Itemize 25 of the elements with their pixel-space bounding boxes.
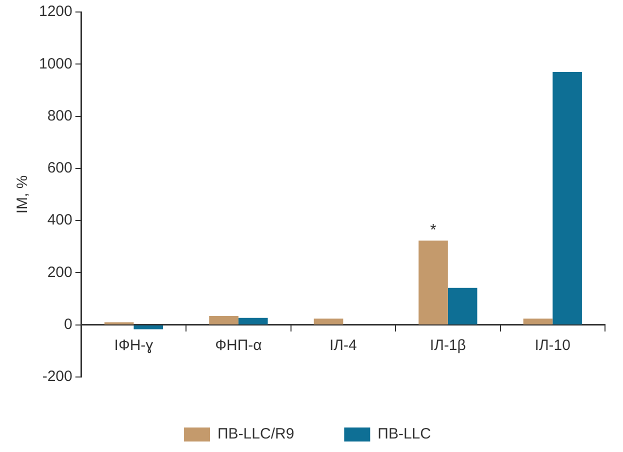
x-tick-label: ФНП-α [215, 337, 262, 354]
x-tick-label: ІФН-ɣ [114, 337, 154, 354]
y-tick-label: -200 [42, 368, 72, 386]
x-tick-label: ІЛ-1β [430, 337, 466, 354]
y-tick-label: 400 [47, 212, 72, 229]
y-tick-label: 200 [47, 264, 72, 281]
bar [418, 240, 448, 324]
y-tick-label: 1200 [38, 3, 72, 20]
bar [238, 318, 268, 324]
y-tick-label: 1000 [38, 55, 72, 72]
bar [209, 316, 238, 324]
legend-label: ПВ-LLC/R9 [218, 426, 294, 443]
legend-label: ПВ-LLC [378, 426, 432, 443]
bar [448, 288, 478, 324]
x-tick-label: ІЛ-4 [330, 337, 357, 354]
y-tick-label: 800 [47, 107, 72, 124]
x-tick-label: ІЛ-10 [534, 337, 570, 354]
y-axis-title: IM, % [14, 175, 32, 214]
bar [314, 318, 344, 324]
y-tick-label: 600 [47, 160, 72, 177]
annotation: * [430, 222, 436, 240]
y-tick-label: 0 [64, 316, 72, 333]
bar [523, 318, 553, 324]
bar [134, 325, 164, 330]
bar [552, 72, 582, 324]
